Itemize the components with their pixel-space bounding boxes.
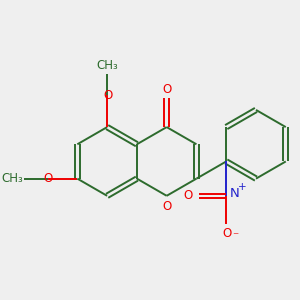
Text: N: N bbox=[230, 187, 240, 200]
Text: CH₃: CH₃ bbox=[97, 59, 119, 72]
Text: O: O bbox=[43, 172, 52, 185]
Text: O: O bbox=[103, 88, 112, 101]
Text: CH₃: CH₃ bbox=[1, 172, 23, 185]
Text: ⁻: ⁻ bbox=[233, 230, 239, 244]
Text: O: O bbox=[184, 189, 193, 202]
Text: O: O bbox=[222, 226, 231, 240]
Text: +: + bbox=[238, 182, 247, 192]
Text: O: O bbox=[163, 200, 172, 213]
Text: O: O bbox=[163, 83, 172, 96]
